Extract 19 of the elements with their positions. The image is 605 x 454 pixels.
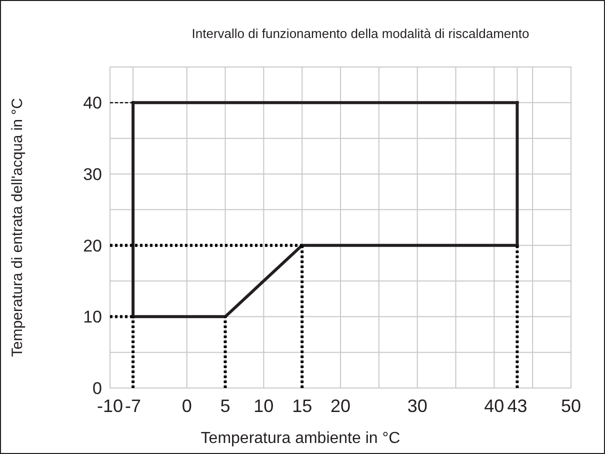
x-tick-label: 10: [254, 396, 274, 416]
chart-title: Intervallo di funzionamento della modalità di riscaldamento: [192, 26, 530, 41]
x-tick-label: 50: [560, 396, 582, 416]
x-tick-label: -10: [96, 396, 124, 416]
x-tick-label: 30: [407, 396, 428, 416]
y-axis-title: Temperatura di entrata dell'acqua in °C: [9, 98, 26, 358]
y-tick-label: 40: [83, 94, 102, 113]
x-tick-label: 40: [484, 396, 504, 416]
x-tick-label: 20: [330, 396, 351, 416]
y-tick-label: 30: [83, 164, 102, 184]
x-tick-label: 43: [507, 396, 528, 416]
y-tick-label: 10: [83, 308, 102, 327]
y-tick-label: 0: [92, 378, 102, 398]
x-tick-label: -7: [125, 396, 142, 416]
x-tick-label: 5: [220, 396, 230, 416]
x-axis-title: Temperatura ambiente in °C: [200, 430, 400, 447]
x-tick-label: 0: [182, 396, 192, 416]
y-tick-label: 20: [83, 236, 102, 256]
x-tick-label: 15: [292, 396, 312, 416]
